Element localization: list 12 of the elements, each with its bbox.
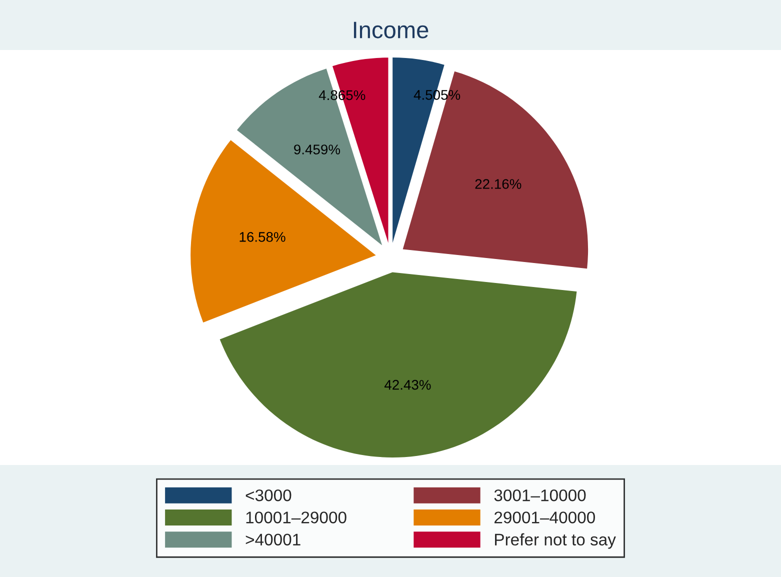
data-label: 9.459% [294, 144, 340, 154]
legend-label: 29001–40000 [494, 512, 595, 524]
chart-title: Income [354, 22, 428, 38]
legend-label: >40001 [246, 534, 300, 546]
legend-label: <3000 [246, 489, 292, 502]
legend-label: 10001–29000 [246, 512, 346, 524]
data-label: 16.58% [240, 232, 286, 242]
data-label: 22.16% [475, 179, 522, 189]
data-label: 42.43% [384, 380, 431, 390]
data-label: 4.505% [414, 90, 460, 100]
legend-label: Prefer not to say [495, 533, 616, 549]
legend-label: 3001–10000 [494, 489, 586, 502]
